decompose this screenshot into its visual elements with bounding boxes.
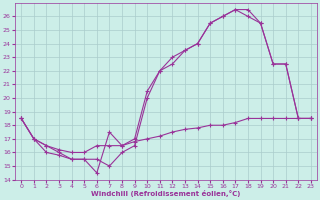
X-axis label: Windchill (Refroidissement éolien,°C): Windchill (Refroidissement éolien,°C): [92, 190, 241, 197]
